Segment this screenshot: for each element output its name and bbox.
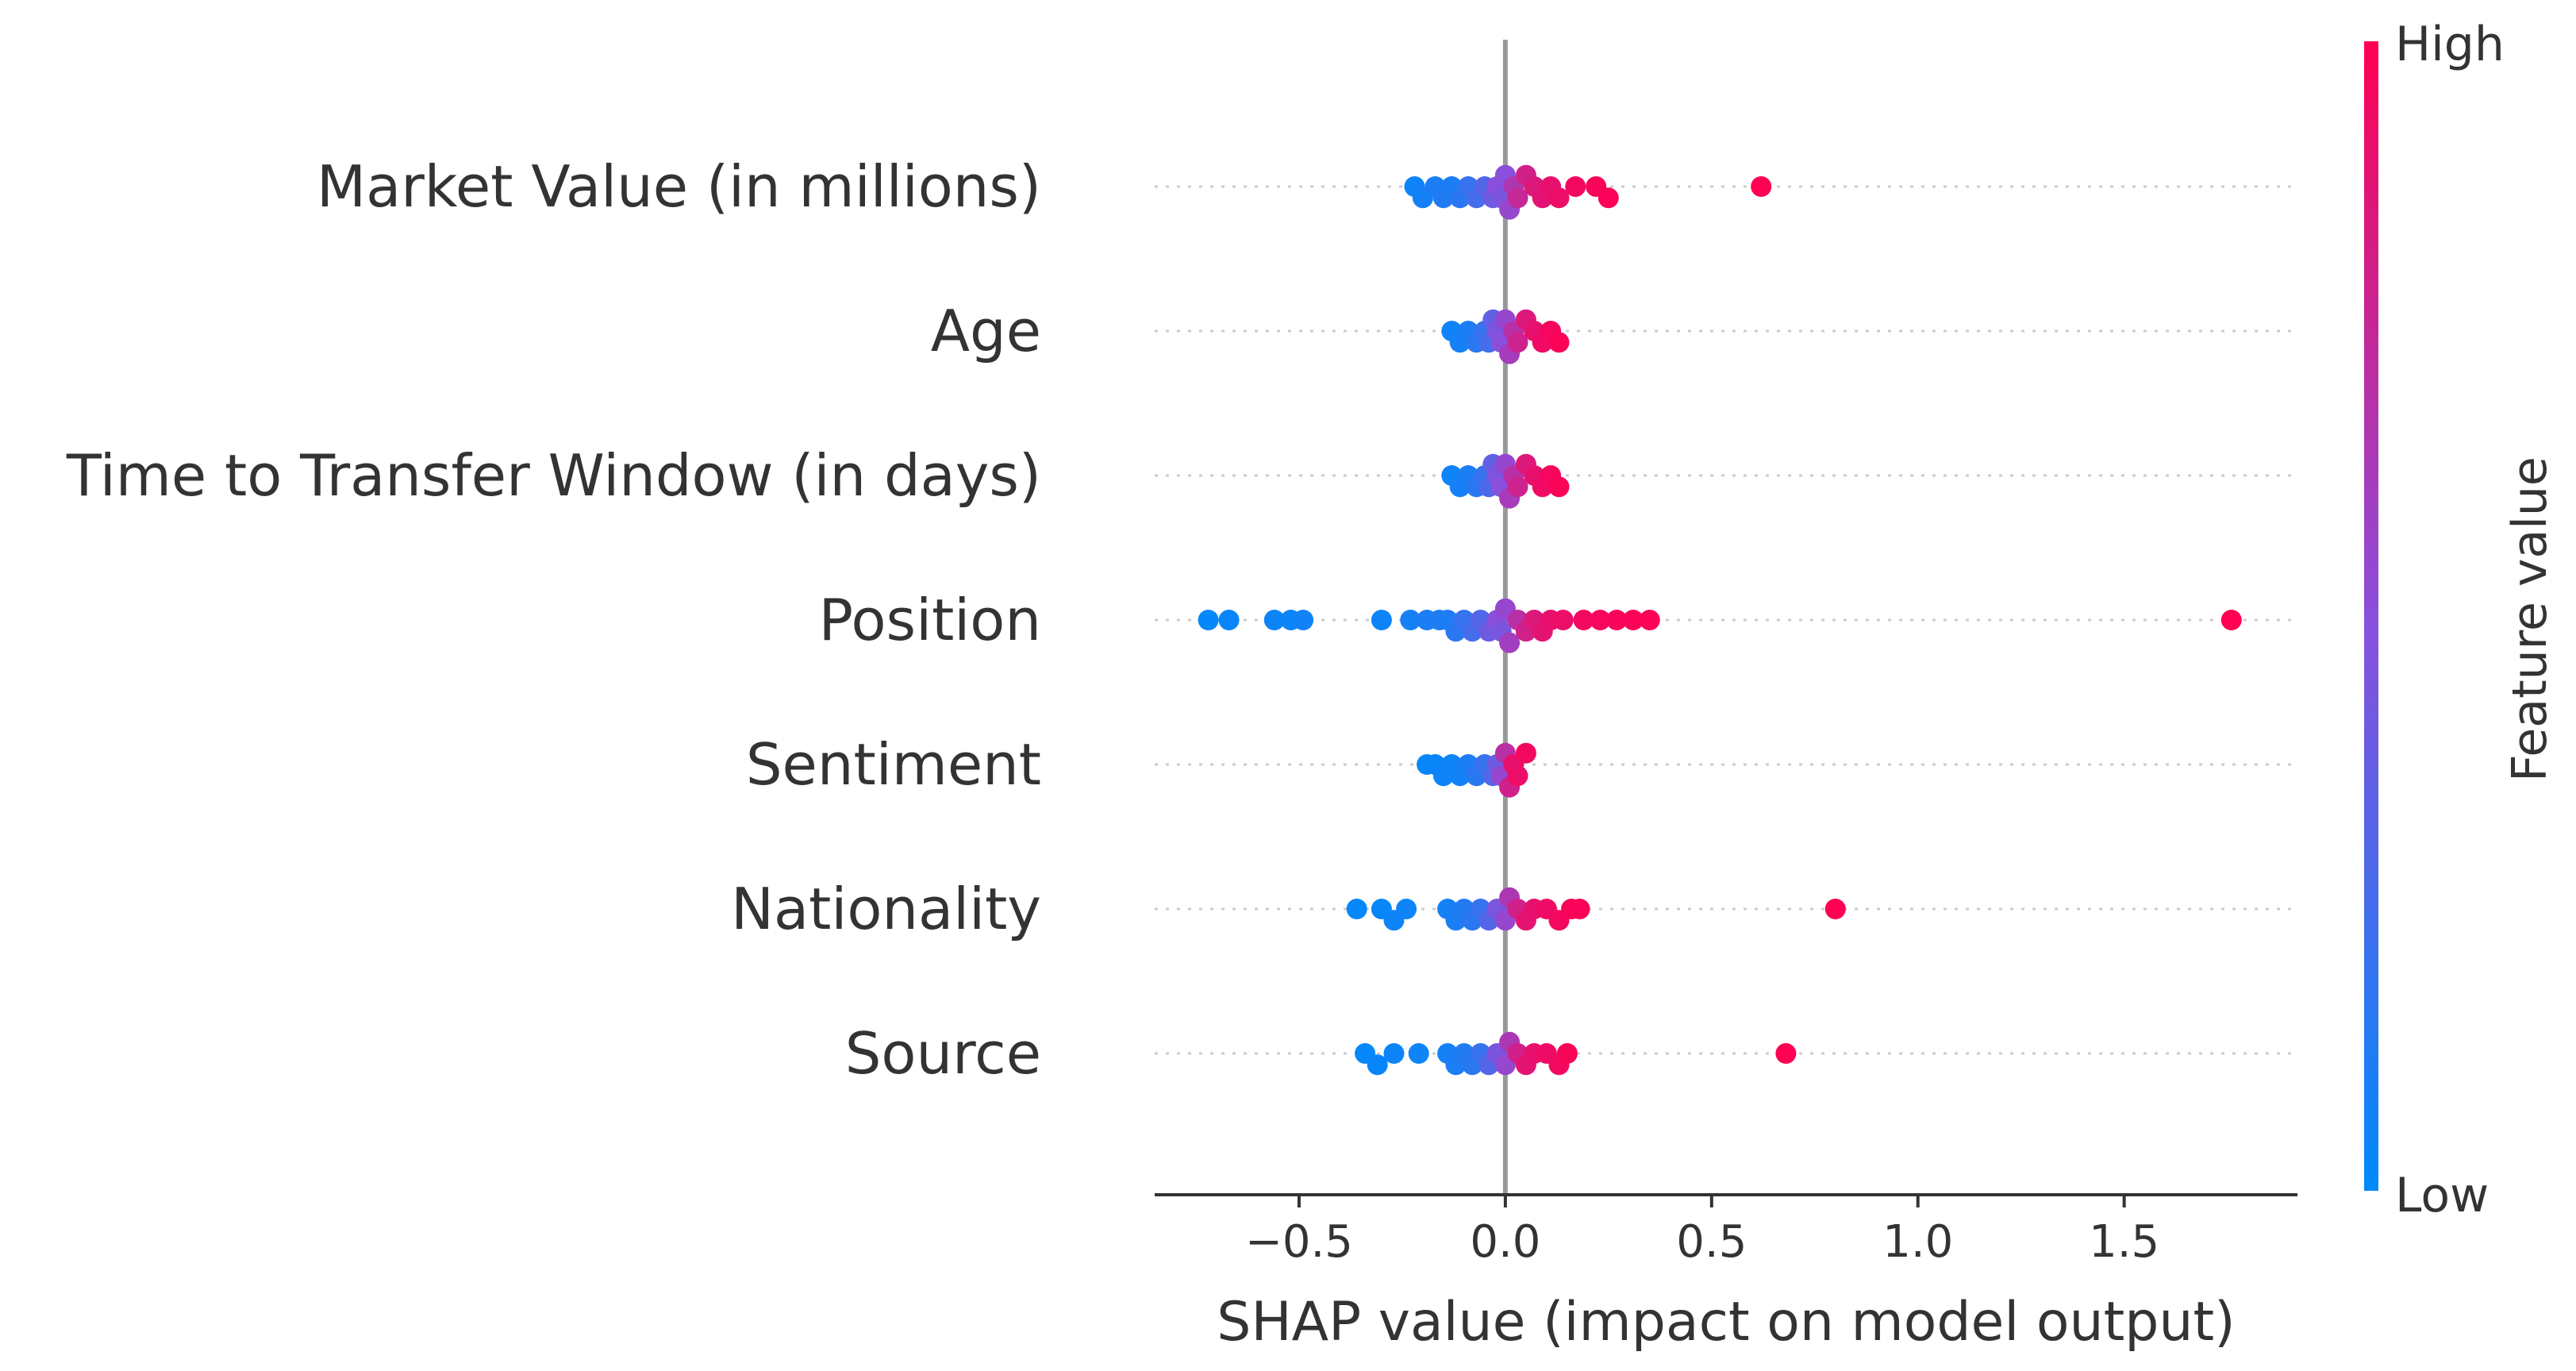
data-point bbox=[1515, 742, 1536, 764]
data-point bbox=[1383, 1043, 1405, 1064]
data-point bbox=[1552, 610, 1574, 630]
data-point bbox=[1573, 610, 1594, 630]
data-points bbox=[1198, 164, 2242, 1076]
data-point bbox=[1824, 899, 1846, 919]
data-point bbox=[1507, 332, 1528, 353]
data-point bbox=[1371, 610, 1392, 630]
data-point bbox=[1548, 476, 1570, 498]
data-point bbox=[1293, 610, 1314, 630]
data-point bbox=[1590, 610, 1611, 630]
row-guides bbox=[1155, 185, 2297, 1055]
x-axis-ticks: −0.5 0.0 0.5 1.0 1.5 bbox=[1245, 1195, 2159, 1268]
data-point bbox=[1751, 176, 1772, 197]
data-point bbox=[1507, 765, 1528, 787]
colorbar-title: Feature value bbox=[2502, 456, 2558, 782]
feature-label: Nationality bbox=[731, 876, 1041, 942]
feature-labels: Market Value (in millions) Age Time to Tra… bbox=[66, 153, 1041, 1087]
data-point bbox=[1263, 610, 1285, 630]
feature-label: Market Value (in millions) bbox=[317, 153, 1041, 220]
colorbar bbox=[2364, 41, 2378, 1191]
data-point bbox=[1507, 476, 1528, 498]
data-point bbox=[1346, 899, 1367, 919]
data-point bbox=[1548, 332, 1570, 353]
feature-label: Source bbox=[845, 1020, 1041, 1087]
data-point bbox=[1408, 1043, 1429, 1064]
data-point bbox=[1507, 187, 1528, 209]
data-point bbox=[1623, 610, 1644, 630]
data-point bbox=[1367, 1054, 1388, 1076]
data-point bbox=[2220, 610, 2242, 630]
data-point bbox=[1775, 1043, 1797, 1064]
data-point bbox=[1639, 610, 1660, 630]
data-point bbox=[1198, 610, 1219, 630]
x-tick-label: 1.0 bbox=[1882, 1216, 1953, 1268]
data-point bbox=[1569, 899, 1590, 919]
data-point bbox=[1565, 176, 1586, 197]
data-point bbox=[1598, 187, 1619, 209]
data-point bbox=[1218, 610, 1240, 630]
data-point bbox=[1548, 187, 1570, 209]
data-point bbox=[1606, 610, 1628, 630]
feature-label: Position bbox=[819, 587, 1041, 653]
data-point bbox=[1556, 1043, 1578, 1064]
x-tick-label: −0.5 bbox=[1245, 1216, 1353, 1268]
data-point bbox=[1400, 610, 1421, 630]
feature-label: Time to Transfer Window (in days) bbox=[66, 442, 1041, 509]
colorbar-low-label: Low bbox=[2395, 1168, 2489, 1223]
x-tick-label: 1.5 bbox=[2089, 1216, 2159, 1268]
x-tick-label: 0.0 bbox=[1470, 1216, 1540, 1268]
colorbar-high-label: High bbox=[2395, 17, 2505, 72]
x-axis-title: SHAP value (impact on model output) bbox=[1217, 1291, 2235, 1354]
x-tick-label: 0.5 bbox=[1676, 1216, 1747, 1268]
data-point bbox=[1499, 632, 1521, 653]
feature-label: Sentiment bbox=[746, 731, 1041, 798]
feature-label: Age bbox=[931, 298, 1041, 364]
data-point bbox=[1396, 899, 1417, 919]
